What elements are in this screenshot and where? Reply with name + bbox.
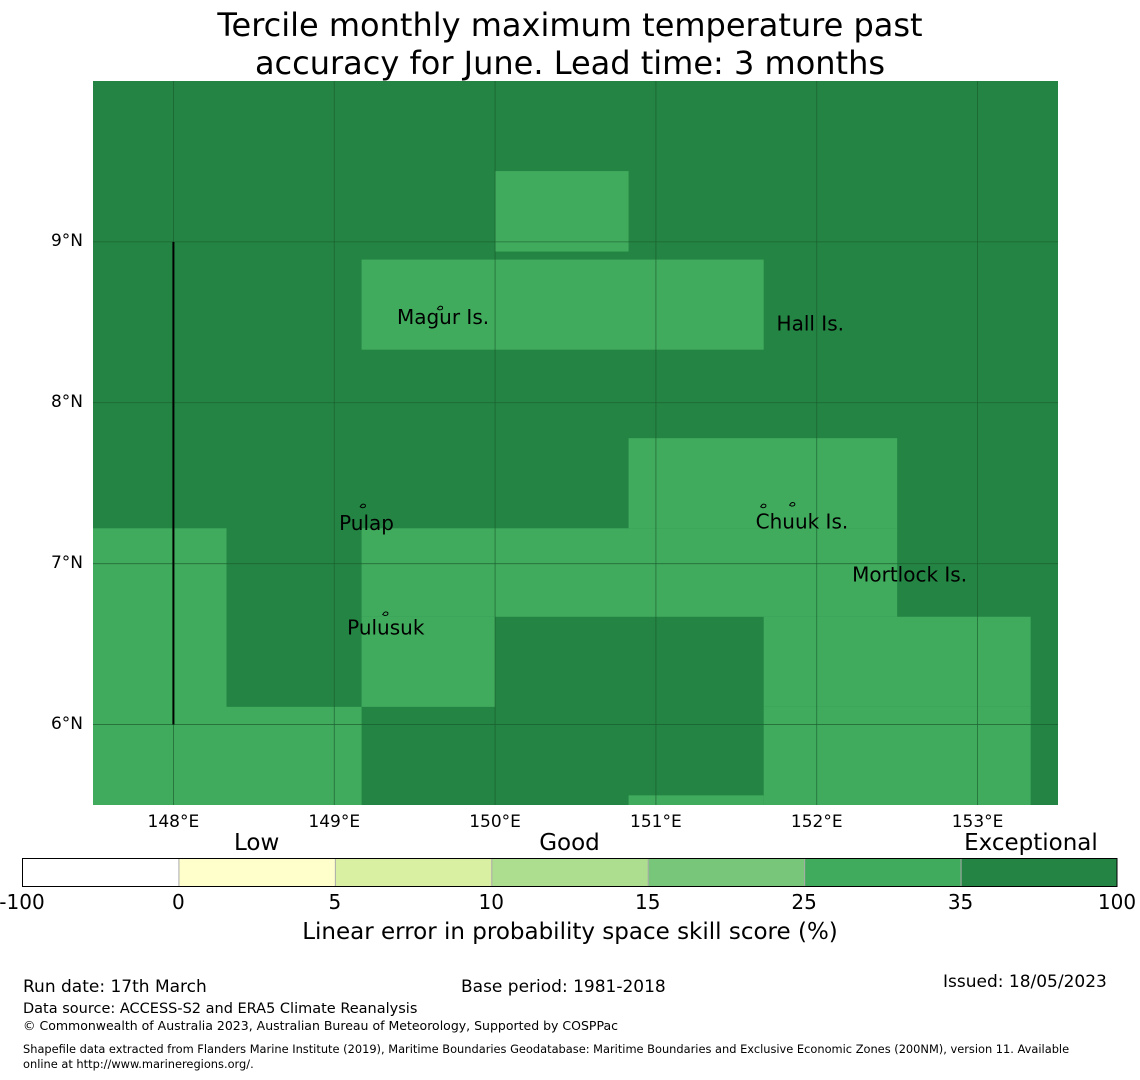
colorbar-bin	[804, 858, 962, 887]
chart-title: Tercile monthly maximum temperature past…	[0, 6, 1140, 82]
place-label: Chuuk Is.	[756, 509, 849, 533]
colorbar-tick-label: 5	[328, 890, 342, 914]
copyright: © Commonwealth of Australia 2023, Austra…	[23, 1018, 618, 1033]
map-gridlines	[93, 81, 1058, 805]
latitude-tick-label: 8°N	[50, 391, 83, 412]
good-skill-cell	[763, 616, 1031, 707]
colorbar-tick-label: 25	[791, 890, 817, 914]
place-labels: Magur Is. Hall Is. Pulap Chuuk Is. Mortlock …	[339, 305, 967, 640]
longitude-tick-label: 149°E	[308, 812, 361, 832]
island-outlines	[359, 305, 796, 617]
base-period: Base period: 1981-2018	[461, 977, 666, 997]
colorbar-bin	[491, 858, 649, 887]
place-label: Magur Is.	[397, 305, 489, 329]
legend-category-label: Good	[539, 830, 600, 856]
island-outline	[760, 503, 767, 509]
place-label: Pulusuk	[347, 615, 425, 639]
latitude-tick-label: 7°N	[50, 552, 83, 573]
colorbar-tick-label: 35	[947, 890, 974, 914]
colorbar-bin	[178, 858, 336, 887]
colorbar-tick-label: 100	[1097, 890, 1137, 914]
colorbar-tick-label: -100	[0, 890, 45, 914]
good-skill-cell	[628, 795, 764, 805]
island-outline	[359, 503, 366, 509]
latitude-tick-label: 9°N	[50, 230, 83, 251]
colorbar	[22, 858, 1118, 887]
legend-category-label: Low	[233, 830, 280, 856]
longitude-tick-label: 150°E	[469, 812, 521, 832]
shapefile-credit-line-1: Shapefile data extracted from Flanders M…	[23, 1042, 1070, 1056]
skill-map: Magur Is. Hall Is. Pulap Chuuk Is. Mortlock …	[93, 81, 1058, 805]
longitude-tick-label: 153°E	[951, 812, 1004, 832]
shapefile-credit-line-2: online at http://www.marineregions.org/.	[23, 1057, 254, 1071]
colorbar-bin	[22, 858, 179, 887]
colorbar-bin	[961, 858, 1118, 887]
place-label: Hall Is.	[777, 311, 844, 335]
colorbar-bin	[648, 858, 805, 887]
island-outline	[436, 305, 444, 311]
colorbar-outline	[22, 858, 1118, 887]
place-label: Pulap	[339, 511, 394, 535]
title-line-2: accuracy for June. Lead time: 3 months	[254, 44, 886, 82]
good-skill-cell	[361, 528, 898, 617]
legend-category-label: Exceptional	[964, 830, 1098, 856]
colorbar-tick-label: 15	[634, 890, 661, 914]
island-outline	[788, 501, 796, 507]
good-skill-cell	[93, 706, 362, 805]
good-skill-cell	[763, 706, 1031, 805]
place-label: Mortlock Is.	[852, 562, 967, 586]
latitude-tick-label: 6°N	[50, 713, 83, 734]
island-outline	[382, 611, 389, 617]
good-skill-cells	[93, 171, 1031, 805]
colorbar-bin	[335, 858, 492, 887]
data-source: Data source: ACCESS-S2 and ERA5 Climate …	[23, 1001, 418, 1017]
run-date: Run date: 17th March	[23, 977, 207, 997]
colorbar-tick-label: 10	[478, 890, 505, 914]
issued-date: Issued: 18/05/2023	[943, 972, 1107, 992]
good-skill-cell	[628, 438, 898, 529]
longitude-tick-label: 152°E	[790, 812, 843, 832]
longitude-tick-label: 148°E	[147, 812, 200, 832]
good-skill-cell	[361, 259, 764, 350]
colorbar-tick-label: 0	[172, 890, 185, 914]
good-skill-cell	[361, 616, 496, 707]
title-line-1: Tercile monthly maximum temperature past	[217, 6, 923, 44]
longitude-tick-label: 151°E	[630, 812, 682, 832]
colorbar-title: Linear error in probability space skill …	[302, 919, 838, 945]
good-skill-cell	[495, 171, 629, 252]
